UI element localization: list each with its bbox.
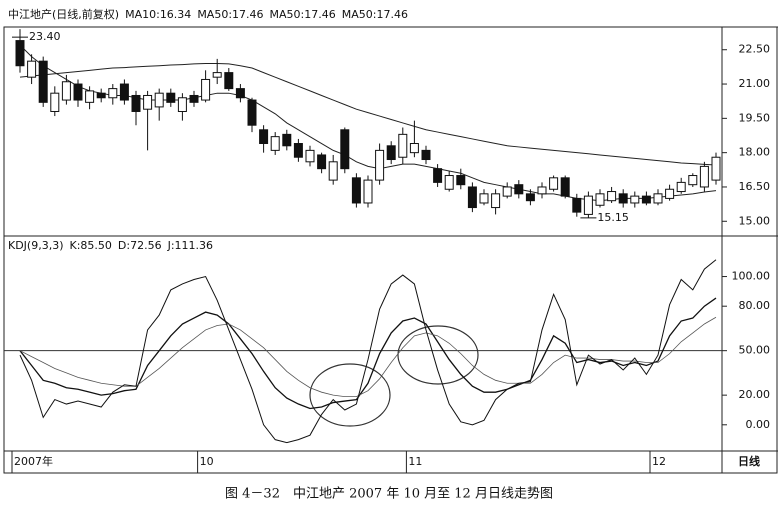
candle-body (560, 177, 570, 197)
y-tick-label: 21.00 (739, 77, 771, 90)
frame (3, 26, 723, 474)
x-tick-label: 11 (408, 455, 422, 468)
annotation-label: 15.15 (597, 211, 629, 224)
y-tick-label: 18.00 (739, 146, 771, 159)
candle-body (444, 175, 454, 190)
header-text: MA50:17.46 (197, 8, 263, 21)
candle-body (537, 186, 547, 195)
candle-body (235, 88, 245, 99)
header-text: J:111.36 (167, 239, 213, 252)
y-tick-label: 22.50 (739, 43, 771, 56)
candle-body (363, 179, 373, 204)
candle-body (154, 92, 164, 108)
candle-body (375, 149, 385, 181)
candle-body (293, 143, 303, 158)
candle-body (479, 193, 489, 204)
candle-body (50, 92, 60, 112)
y-tick-label: 100.00 (732, 270, 771, 283)
y-tick-label: 15.00 (739, 214, 771, 227)
candle-body (630, 195, 640, 204)
candle-body (143, 94, 153, 110)
candle-body (328, 161, 338, 181)
y-tick-label: 50.00 (739, 344, 771, 357)
highlight-circle (397, 325, 479, 385)
candle-body (665, 188, 675, 199)
candle-body (467, 186, 477, 209)
candle-body (525, 193, 535, 202)
candle-body (386, 145, 396, 161)
candle-body (676, 181, 686, 193)
indicator-line (19, 297, 717, 410)
candle-body (119, 83, 129, 101)
candle-body (583, 195, 593, 215)
candle-body (433, 168, 443, 183)
candle-body (61, 81, 71, 101)
candle-body (456, 175, 466, 186)
candle-body (502, 186, 512, 197)
y-tick-label: 0.00 (746, 418, 771, 431)
candle-body (398, 133, 408, 158)
candle-body (15, 40, 25, 67)
header-text: K:85.50 (70, 239, 112, 252)
y-tick-label: 16.50 (739, 180, 771, 193)
candle-body (317, 154, 327, 170)
caption: 图 4－32 中江地产 2007 年 10 月至 12 月日线走势图 (225, 486, 553, 502)
candle-body (305, 149, 315, 163)
candle-body (201, 78, 211, 101)
candle-body (421, 149, 431, 161)
x-tick-label: 2007年 (14, 454, 53, 468)
indicator-line (19, 259, 717, 444)
candle-body (27, 60, 37, 78)
candle-body (653, 193, 663, 204)
y-tick-label: 20.00 (739, 388, 771, 401)
y-tick-label: 19.50 (739, 111, 771, 124)
candle-body (595, 193, 605, 206)
candle-body (351, 177, 361, 204)
header-text: KDJ(9,3,3) (8, 239, 64, 252)
highlight-circle (309, 363, 391, 427)
annotation-label: 23.40 (29, 30, 61, 43)
candle-body (409, 143, 419, 154)
period-label: 日线 (738, 454, 760, 468)
candle-body (247, 99, 257, 126)
candle-body (641, 195, 651, 204)
candle-body (189, 94, 199, 103)
candle-body (224, 72, 234, 90)
candle-body (259, 129, 269, 145)
moving-average (19, 62, 717, 166)
candle-body (212, 72, 222, 78)
candle-body (38, 60, 48, 103)
candle-body (85, 90, 95, 103)
candle-body (282, 133, 292, 147)
y-tick-label: 80.00 (739, 299, 771, 312)
header-text: MA10:16.34 (125, 8, 191, 21)
candle-body (607, 191, 617, 202)
header-text: D:72.56 (118, 239, 162, 252)
candle-body (618, 193, 628, 204)
candle-body (711, 156, 721, 181)
candle-body (491, 193, 501, 209)
period-box (721, 450, 778, 474)
candle-body (699, 165, 709, 188)
candle-body (688, 175, 698, 186)
candle-body (177, 97, 187, 112)
header-text: MA50:17.46 (270, 8, 336, 21)
candle-body (549, 177, 559, 190)
candle-body (108, 88, 118, 99)
candle-body (340, 129, 350, 170)
candle-body (96, 92, 106, 99)
x-tick-label: 10 (200, 455, 214, 468)
candle-body (166, 92, 176, 103)
x-tick-label: 12 (652, 455, 666, 468)
candle-body (73, 83, 83, 101)
candle-body (270, 136, 280, 151)
candle-body (572, 197, 582, 213)
candle-body (131, 94, 141, 112)
header-text: 中江地产(日线,前复权) (8, 7, 119, 21)
candle-body (514, 184, 524, 195)
header-text: MA50:17.46 (342, 8, 408, 21)
